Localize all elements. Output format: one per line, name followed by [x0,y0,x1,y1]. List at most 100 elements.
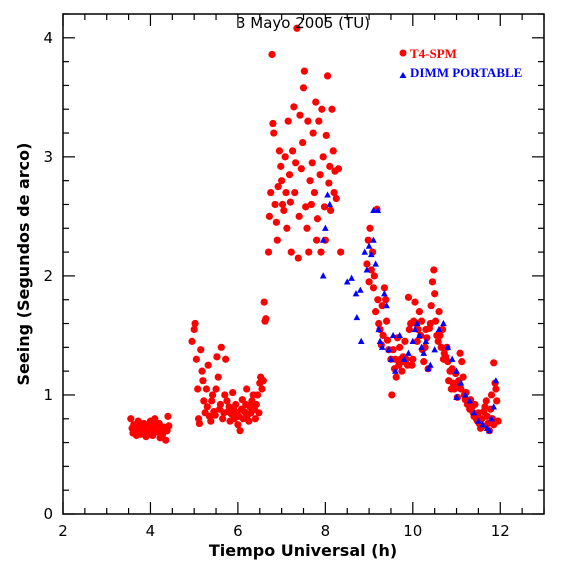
legend-label-dimm-portable: DIMM PORTABLE [410,65,522,80]
point-t4-spm [383,336,392,344]
point-dimm-portable [375,325,383,333]
point-t4-spm [434,337,442,345]
point-t4-spm [219,415,227,423]
point-t4-spm [293,24,301,32]
point-t4-spm [236,427,244,435]
point-t4-spm [395,361,403,369]
point-t4-spm [326,162,334,170]
point-dimm-portable [486,427,493,434]
point-t4-spm [252,400,260,409]
point-t4-spm [162,436,170,444]
point-t4-spm [217,343,225,351]
y-tick-label: 3 [43,148,53,166]
point-t4-spm [304,117,312,125]
point-t4-spm [188,337,196,345]
point-t4-spm [291,188,299,197]
point-dimm-portable [413,319,421,327]
point-t4-spm [296,111,304,119]
point-t4-spm [317,248,325,256]
point-dimm-portable [424,365,432,372]
point-t4-spm [471,400,479,409]
point-t4-spm [487,391,496,399]
point-t4-spm [259,377,267,385]
point-dimm-portable [343,278,351,285]
point-t4-spm [164,412,172,420]
point-t4-spm [270,129,278,137]
y-axis-title: Seeing (Segundos de arco) [14,143,33,386]
point-dimm-portable [475,417,482,424]
point-t4-spm [329,147,337,155]
point-t4-spm [459,373,467,381]
point-dimm-portable [470,409,478,416]
point-t4-spm [404,293,413,301]
point-t4-spm [408,361,416,369]
point-t4-spm [208,397,216,405]
point-t4-spm [195,419,204,428]
point-t4-spm [271,200,279,209]
point-t4-spm [285,171,294,179]
point-dimm-portable [374,206,382,214]
point-t4-spm [380,284,388,292]
point-t4-spm [316,171,324,179]
point-t4-spm [258,385,266,393]
point-t4-spm [428,278,437,286]
point-t4-spm [366,224,374,232]
point-t4-spm [398,367,406,375]
point-t4-spm [211,411,219,419]
point-t4-spm [430,266,438,274]
point-t4-spm [281,153,289,161]
point-t4-spm [134,417,142,425]
point-t4-spm [273,236,281,244]
point-dimm-portable [383,302,390,309]
point-t4-spm [151,415,159,423]
point-dimm-portable [376,337,384,344]
point-t4-spm [207,417,215,425]
point-t4-spm [328,105,336,113]
legend-marker-t4-spm [399,49,407,57]
point-dimm-portable [387,355,395,362]
point-t4-spm [411,298,419,306]
point-dimm-portable [492,377,500,384]
point-t4-spm [221,391,229,399]
point-t4-spm [327,206,335,215]
point-t4-spm [456,349,464,357]
point-t4-spm [458,358,466,366]
point-t4-spm [243,385,251,393]
point-t4-spm [337,248,345,256]
point-dimm-portable [453,367,460,374]
point-dimm-portable [461,391,469,398]
chart-title: 3 Mayo 2005 (TU) [236,14,370,32]
point-dimm-portable [420,349,428,356]
point-t4-spm [379,331,387,340]
y-tick-label: 0 [43,505,53,523]
point-t4-spm [212,385,220,393]
point-t4-spm [308,159,316,167]
point-t4-spm [494,417,502,425]
point-t4-spm [435,308,443,316]
point-t4-spm [300,67,308,75]
point-dimm-portable [324,191,331,198]
x-axis-title: Tiempo Universal (h) [209,541,397,560]
point-t4-spm [272,218,280,226]
point-t4-spm [431,317,440,325]
x-tick-label: 4 [146,522,156,540]
point-dimm-portable [396,331,403,339]
point-dimm-portable [367,250,375,258]
point-dimm-portable [422,337,430,344]
point-dimm-portable [357,337,365,344]
point-t4-spm [262,315,270,323]
point-t4-spm [382,317,391,325]
point-t4-spm [269,119,277,128]
point-t4-spm [363,260,371,268]
point-dimm-portable [381,290,388,297]
point-dimm-portable [457,379,465,386]
point-t4-spm [282,188,290,197]
point-t4-spm [278,200,287,209]
point-dimm-portable [319,236,327,243]
plot-frame [62,13,545,515]
point-t4-spm [320,203,329,211]
point-t4-spm [388,391,396,399]
point-t4-spm [280,206,288,215]
point-t4-spm [306,177,314,185]
